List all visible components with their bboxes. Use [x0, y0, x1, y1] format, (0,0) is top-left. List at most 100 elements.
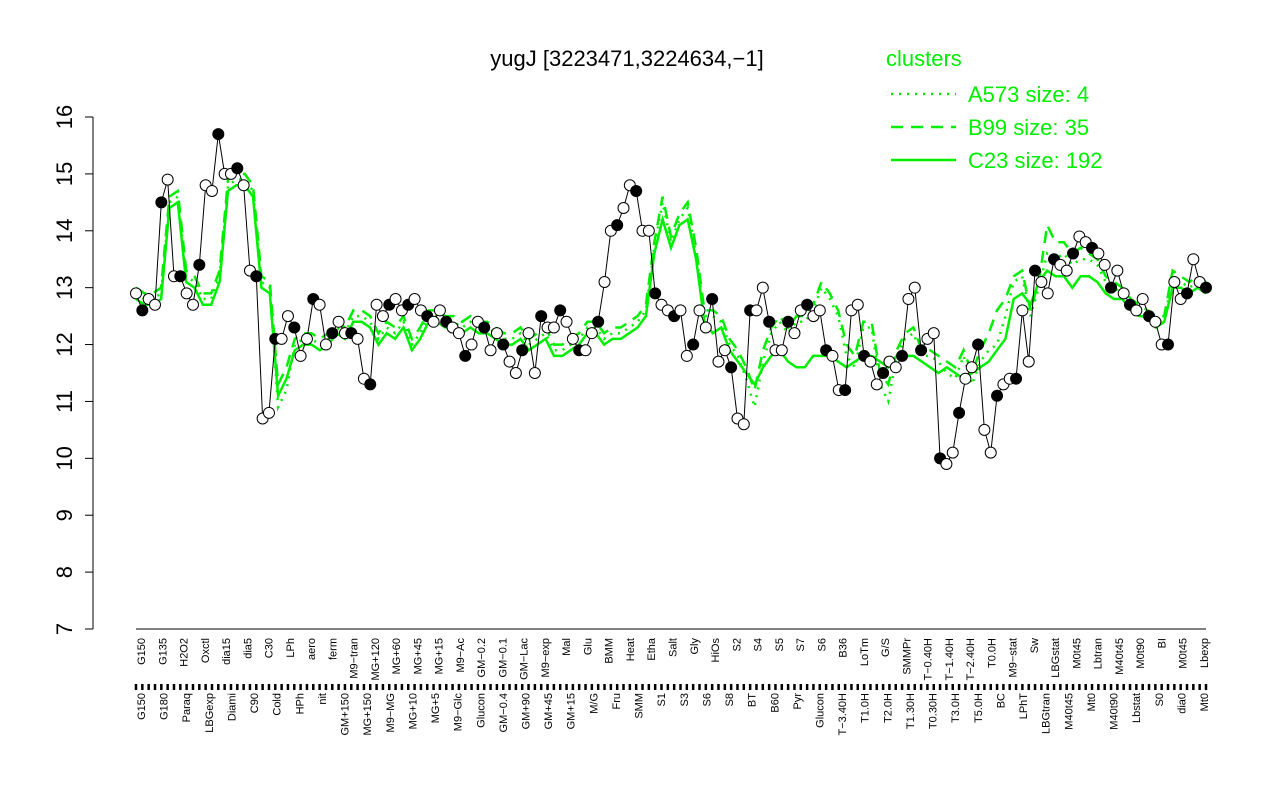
data-point [294, 349, 307, 362]
data-point [706, 293, 719, 306]
point-connector [255, 276, 264, 419]
data-point [136, 304, 149, 317]
data-point [1016, 304, 1029, 317]
x-tick-label: M9−exp [540, 638, 552, 677]
x-tick-label: T1.0H [860, 693, 872, 723]
data-point [452, 327, 465, 340]
data-point [326, 327, 339, 340]
data-point [972, 338, 985, 351]
data-point [554, 304, 567, 317]
data-point [433, 304, 446, 317]
data-point [497, 338, 510, 351]
data-point [180, 287, 193, 300]
data-point [547, 321, 560, 334]
x-tick-label: Lbtran [1093, 638, 1105, 669]
x-tick-label: MG+45 [412, 638, 424, 674]
x-tick-label: BI [1156, 638, 1168, 648]
data-point [503, 355, 516, 368]
data-point [642, 224, 655, 237]
x-tick-label: M40t90 [1109, 693, 1121, 730]
data-point [915, 344, 928, 357]
data-point [725, 361, 738, 374]
data-point [611, 219, 624, 232]
point-connector [819, 310, 827, 351]
data-point [1111, 264, 1124, 277]
data-point [1060, 264, 1073, 277]
data-point [1149, 315, 1162, 328]
point-connector [844, 310, 852, 391]
data-point [1098, 258, 1111, 271]
point-connector [306, 298, 314, 339]
data-point [389, 293, 402, 306]
point-connector [711, 298, 719, 362]
x-tick-label: BC [995, 693, 1007, 708]
data-point [940, 458, 953, 471]
data-point [592, 315, 605, 328]
x-tick-label: S6 [816, 638, 828, 651]
data-point [896, 349, 909, 362]
point-connector [1015, 310, 1023, 379]
series-line-dashed [135, 172, 1207, 395]
x-tick-label: MG+5 [430, 693, 442, 723]
point-connector [357, 338, 365, 379]
x-tick-label: BMM [604, 638, 616, 664]
point-connector [990, 395, 998, 453]
legend-title: clusters [886, 46, 962, 71]
x-tick-label: LBGtran [1041, 693, 1053, 734]
y-tick-label: 12 [52, 332, 77, 356]
y-tick-label: 15 [52, 162, 77, 186]
x-tick-label: SMMPr [901, 638, 913, 675]
data-point [788, 327, 801, 340]
x-tick-label: M0t45 [1071, 638, 1083, 669]
data-point [750, 304, 763, 317]
data-point [522, 327, 535, 340]
x-tick-label: dia5 [242, 638, 254, 659]
data-point [560, 315, 573, 328]
point-connector [914, 287, 922, 351]
x-tick-label: M0t90 [1135, 638, 1147, 669]
data-point [870, 378, 883, 391]
x-tick-label: Glucon [475, 693, 487, 728]
x-tick-label: T−3.40H [837, 693, 849, 736]
y-tick-label: 13 [52, 275, 77, 299]
data-point [535, 310, 548, 323]
x-tick-label: Gly [689, 638, 701, 655]
data-point [332, 315, 345, 328]
series-line-solid [135, 184, 1207, 401]
x-tick-label: S2 [731, 638, 743, 651]
data-point [782, 315, 795, 328]
data-point [579, 344, 592, 357]
x-tick-label: SMM [634, 693, 646, 719]
data-point [566, 332, 579, 345]
legend-label: C23 size: 192 [968, 148, 1103, 173]
x-tick-label: T3.0H [950, 693, 962, 723]
data-point [699, 321, 712, 334]
x-tick-label: MG+150 [362, 693, 374, 736]
data-point [1067, 247, 1080, 260]
data-point [1162, 338, 1175, 351]
point-connector [319, 304, 327, 345]
x-tick-label: G150 [136, 638, 148, 665]
data-point [617, 202, 630, 215]
series-line-dotted [135, 178, 1207, 412]
data-point [376, 310, 389, 323]
legend-label: A573 size: 4 [968, 82, 1089, 107]
x-tick-label: T0.30H [928, 693, 940, 729]
x-tick-label: Mt0 [1086, 693, 1098, 711]
point-connector [977, 344, 985, 430]
data-point [262, 406, 275, 419]
data-point [478, 321, 491, 334]
point-connector [730, 367, 738, 419]
data-point [161, 173, 174, 186]
data-point [1035, 275, 1048, 288]
point-connector [198, 185, 207, 265]
data-point [370, 298, 383, 311]
data-points [130, 128, 1212, 471]
data-point [984, 446, 997, 459]
data-point [801, 298, 814, 311]
series-lines [135, 172, 1207, 412]
data-point [813, 304, 826, 317]
x-tick-label: Oxctl [200, 638, 212, 663]
data-point [427, 315, 440, 328]
data-point [186, 298, 199, 311]
